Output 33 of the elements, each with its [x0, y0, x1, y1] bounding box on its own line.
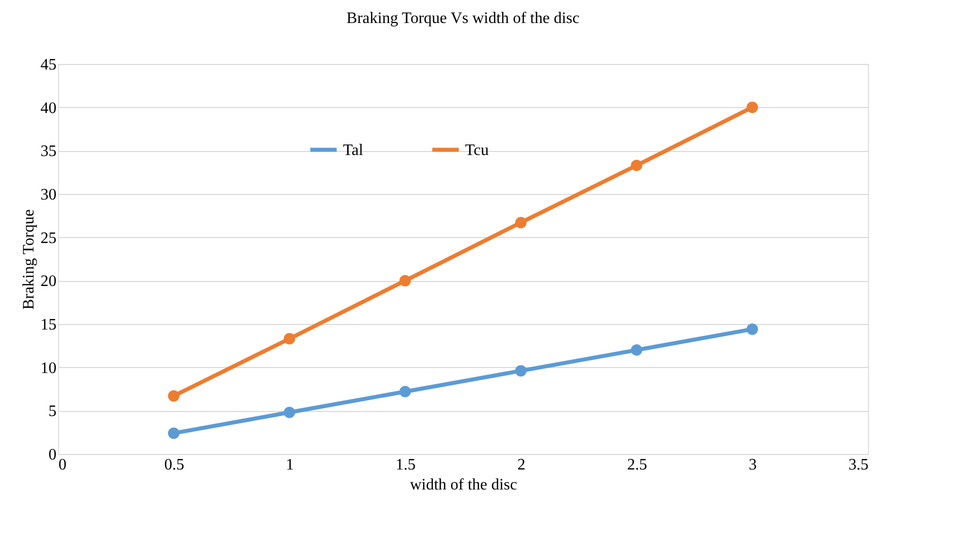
- y-tick-label: 25: [40, 230, 56, 247]
- point: [746, 102, 758, 114]
- x-tick-label: 1.5: [396, 456, 416, 474]
- x-tick-label: 0.5: [164, 456, 184, 474]
- x-tick-label: 2.5: [627, 456, 648, 474]
- point: [284, 406, 296, 418]
- x-tick-label: 3: [748, 456, 757, 474]
- point: [515, 216, 527, 228]
- y-tick-label: 5: [48, 403, 56, 420]
- x-tick-label: 2: [517, 456, 526, 474]
- point: [746, 324, 758, 335]
- y-axis-title: Braking Torque: [20, 209, 38, 310]
- y-tick-label: 45: [40, 56, 56, 74]
- x-tick-label: 3.5: [848, 456, 868, 474]
- y-tick-label: 15: [40, 316, 56, 334]
- point: [515, 365, 527, 376]
- point: [168, 428, 180, 439]
- x-axis-title: width of the disc: [410, 476, 518, 494]
- y-tick-label: 20: [40, 273, 56, 290]
- point: [630, 160, 642, 172]
- x-tick-label: 1: [286, 456, 294, 474]
- legend-label: Tcu: [465, 142, 489, 159]
- y-tick-label: 30: [40, 186, 56, 204]
- point: [399, 274, 411, 286]
- y-tick-label: 35: [40, 143, 56, 160]
- y-tick-label: 40: [40, 100, 56, 117]
- point: [284, 333, 296, 344]
- legend-label: Tal: [343, 142, 364, 159]
- point: [168, 390, 180, 402]
- y-tick-label: 10: [40, 360, 56, 377]
- point: [630, 344, 642, 356]
- chart-title: Braking Torque Vs width of the disc: [346, 10, 580, 27]
- point: [399, 386, 411, 398]
